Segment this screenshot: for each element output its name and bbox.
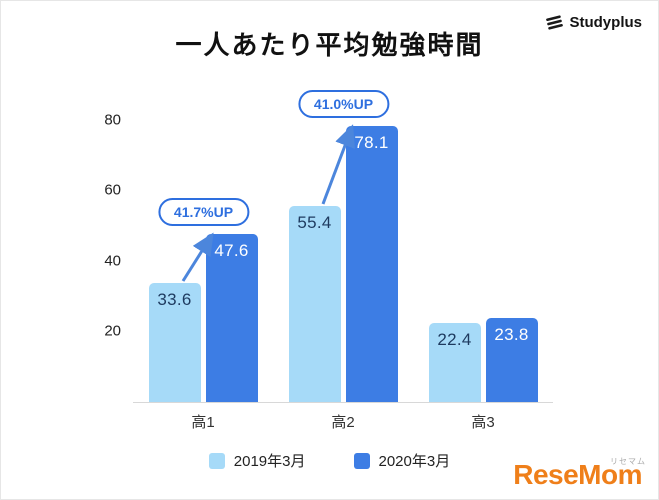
legend: 2019年3月 2020年3月 [1,450,658,471]
legend-swatch [353,452,370,469]
studyplus-logo: Studyplus [546,14,642,31]
x-axis-label: 高1 [191,414,215,431]
bar: 47.6 [205,234,258,402]
bar-chart: 20 40 60 80 33.6 47.6 55.4 78.1 22.4 23.8 高1 高2 高3… [83,90,553,432]
legend-item: 2019年3月 [208,450,306,471]
bar-groups: 33.6 47.6 55.4 78.1 22.4 23.8 [133,102,553,403]
studyplus-icon [546,15,564,30]
legend-label: 2020年3月 [378,453,451,470]
x-axis-labels: 高1 高2 高3 [133,411,553,432]
y-tick-label: 60 [104,181,121,199]
bar: 33.6 [148,283,201,402]
percent-up-badge: 41.0%UP [297,90,390,118]
bar-value-label: 23.8 [494,325,529,344]
y-tick-label: 40 [104,252,121,270]
x-axis-label: 高3 [471,414,495,431]
bar-value-label: 55.4 [297,213,332,233]
percent-up-badge: 41.7%UP [157,198,250,226]
y-axis: 20 40 60 80 [83,102,133,402]
resemom-logo: ReseMom リセマム [513,457,646,491]
resemom-sub-label: リセマム [610,457,646,466]
x-axis-label: 高2 [331,414,355,431]
y-tick-label: 20 [104,322,121,340]
bar-value-label: 22.4 [437,329,472,349]
bar-value-label: 33.6 [157,290,192,310]
bar-value-label: 47.6 [214,241,249,260]
bar-group: 55.4 78.1 [288,126,398,402]
bar: 22.4 [428,322,481,402]
bar-group: 22.4 23.8 [428,318,538,402]
legend-swatch [208,452,225,469]
studyplus-label: Studyplus [569,14,642,31]
y-tick-label: 80 [104,111,121,129]
bar: 55.4 [288,206,341,402]
bar-value-label: 78.1 [354,133,389,153]
chart-title: 一人あたり平均勉強時間 [175,30,484,60]
plot-area: 33.6 47.6 55.4 78.1 22.4 23.8 高1 高2 高3 41.7%UP 4… [133,90,553,432]
bar-group: 33.6 47.6 [148,234,258,402]
bar: 23.8 [485,318,538,402]
resemom-label: ReseMom [513,459,642,490]
bar: 78.1 [345,126,398,402]
legend-item: 2020年3月 [353,450,451,471]
legend-label: 2019年3月 [233,453,306,470]
